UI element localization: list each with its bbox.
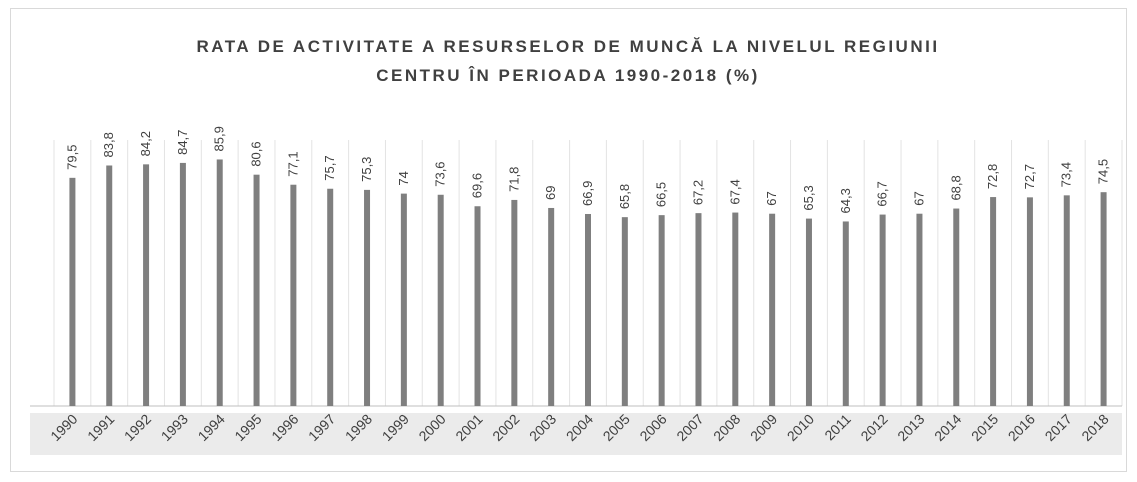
bar <box>437 194 444 406</box>
bar <box>916 213 923 406</box>
data-label: 85,9 <box>212 126 227 151</box>
bar <box>474 206 481 406</box>
bar <box>290 184 297 406</box>
bar <box>364 189 371 406</box>
data-label: 69 <box>543 186 558 200</box>
data-label: 79,5 <box>64 145 79 170</box>
x-axis-band <box>30 413 1122 455</box>
bar <box>585 213 591 406</box>
data-label: 69,6 <box>470 173 485 198</box>
data-label: 64,3 <box>838 188 853 213</box>
bar <box>1026 197 1033 406</box>
bar <box>1063 195 1070 406</box>
chart-frame <box>10 8 1127 472</box>
bar <box>69 177 76 406</box>
data-label: 75,3 <box>359 157 374 182</box>
bar <box>143 164 150 406</box>
bar <box>511 199 518 406</box>
bar <box>1100 192 1107 406</box>
data-label: 67 <box>764 191 779 205</box>
bar <box>805 218 812 406</box>
data-label: 73,6 <box>433 161 448 186</box>
data-label: 65,8 <box>617 184 632 209</box>
data-label: 80,6 <box>249 141 264 166</box>
data-label: 75,7 <box>322 155 337 180</box>
bar <box>106 165 113 406</box>
bar <box>953 208 960 406</box>
data-label: 73,4 <box>1059 162 1074 187</box>
data-label: 67,4 <box>727 179 742 204</box>
bar <box>879 214 886 406</box>
data-label: 84,2 <box>138 131 153 156</box>
bar <box>732 212 739 406</box>
bar <box>842 221 849 406</box>
bar <box>621 217 628 406</box>
chart-title: CENTRU ÎN PERIOADA 1990-2018 (%) <box>376 66 760 85</box>
data-label: 66,9 <box>580 181 595 206</box>
data-label: 71,8 <box>506 167 521 192</box>
data-label: 68,8 <box>948 175 963 200</box>
data-label: 74,5 <box>1096 159 1111 184</box>
data-label: 74 <box>396 171 411 185</box>
bar <box>548 207 555 406</box>
bar <box>990 197 997 406</box>
data-label: 72,7 <box>1022 164 1037 189</box>
data-label: 67,2 <box>690 180 705 205</box>
data-label: 65,3 <box>801 185 816 210</box>
bar <box>695 213 702 406</box>
chart-title: RATA DE ACTIVITATE A RESURSELOR DE MUNCĂ… <box>196 37 939 56</box>
data-label: 72,8 <box>985 164 1000 189</box>
bar <box>179 162 186 406</box>
data-label: 66,7 <box>875 181 890 206</box>
data-label: 67 <box>911 191 926 205</box>
bar <box>253 174 260 406</box>
data-label: 77,1 <box>285 151 300 176</box>
bar <box>769 213 776 406</box>
data-label: 66,5 <box>654 182 669 207</box>
bar <box>216 159 223 406</box>
bar <box>327 188 334 406</box>
bar <box>658 215 665 406</box>
data-label: 83,8 <box>101 132 116 157</box>
bar <box>400 193 407 406</box>
data-label: 84,7 <box>175 130 190 155</box>
